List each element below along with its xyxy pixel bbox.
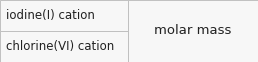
- Bar: [0, 31, 128, 62]
- Bar: [0, 0, 128, 31]
- Bar: [128, 0, 258, 62]
- Text: iodine(I) cation: iodine(I) cation: [6, 9, 95, 22]
- Text: molar mass: molar mass: [154, 24, 231, 38]
- Text: chlorine(VI) cation: chlorine(VI) cation: [6, 40, 114, 53]
